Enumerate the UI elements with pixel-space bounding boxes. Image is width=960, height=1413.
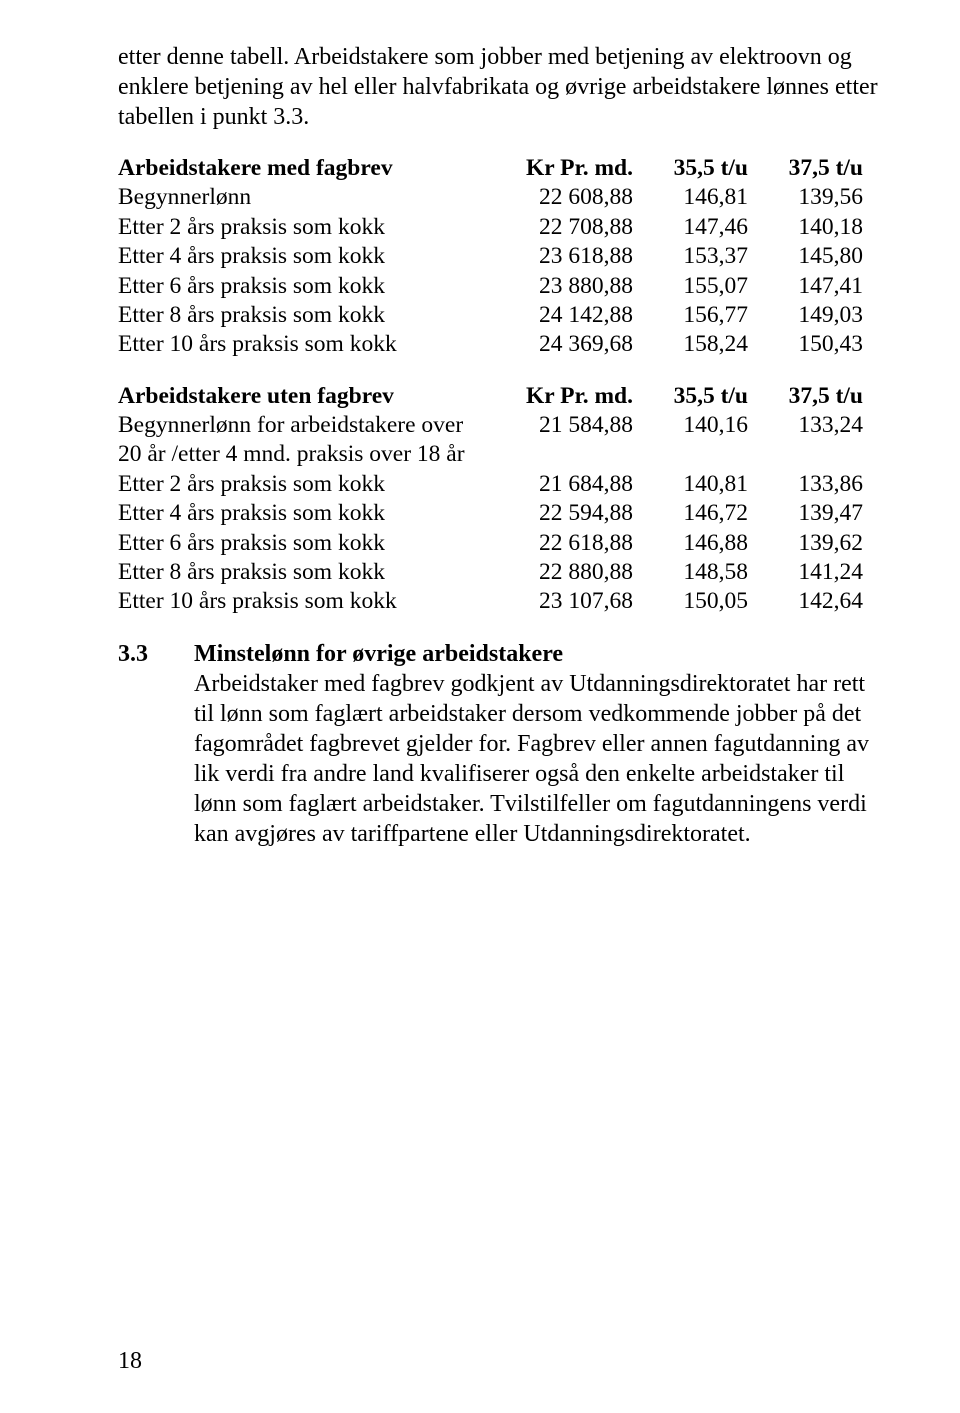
row-v2 xyxy=(633,440,748,469)
row-label: Etter 4 års praksis som kokk xyxy=(118,499,498,528)
header-label: Arbeidstakere med fagbrev xyxy=(118,154,498,183)
row-v3: 149,03 xyxy=(748,301,863,330)
row-v1: 23 107,68 xyxy=(498,587,633,616)
row-v2: 155,07 xyxy=(633,272,748,301)
row-v1: 22 880,88 xyxy=(498,558,633,587)
row-v3: 139,56 xyxy=(748,183,863,212)
page-number: 18 xyxy=(118,1348,142,1375)
table-row: Etter 8 års praksis som kokk 24 142,88 1… xyxy=(118,301,890,330)
intro-paragraph: etter denne tabell. Arbeidstakere som jo… xyxy=(118,42,890,132)
row-v1 xyxy=(498,440,633,469)
row-v3: 141,24 xyxy=(748,558,863,587)
table-row: 20 år /etter 4 mnd. praksis over 18 år xyxy=(118,440,890,469)
row-label: Etter 10 års praksis som kokk xyxy=(118,587,498,616)
row-label: Begynnerlønn xyxy=(118,183,498,212)
table-row: Etter 2 års praksis som kokk 22 708,88 1… xyxy=(118,213,890,242)
table-row: Begynnerlønn for arbeidstakere over 21 5… xyxy=(118,411,890,440)
table-row: Etter 6 års praksis som kokk 23 880,88 1… xyxy=(118,272,890,301)
section-3-3: 3.3 Minstelønn for øvrige arbeidstakere … xyxy=(118,639,890,849)
row-label: Etter 8 års praksis som kokk xyxy=(118,558,498,587)
row-v3: 139,62 xyxy=(748,529,863,558)
header-col1: Kr Pr. md. xyxy=(498,154,633,183)
row-v1: 22 618,88 xyxy=(498,529,633,558)
table-row: Begynnerlønn 22 608,88 146,81 139,56 xyxy=(118,183,890,212)
section-number: 3.3 xyxy=(118,639,194,669)
table-med-fagbrev: Arbeidstakere med fagbrev Kr Pr. md. 35,… xyxy=(118,154,890,360)
table-header-row: Arbeidstakere med fagbrev Kr Pr. md. 35,… xyxy=(118,154,890,183)
header-col2: 35,5 t/u xyxy=(633,154,748,183)
row-v3 xyxy=(748,440,863,469)
row-v2: 146,81 xyxy=(633,183,748,212)
row-v1: 21 684,88 xyxy=(498,470,633,499)
section-heading: 3.3 Minstelønn for øvrige arbeidstakere xyxy=(118,639,890,669)
table-row: Etter 10 års praksis som kokk 24 369,68 … xyxy=(118,330,890,359)
row-v2: 150,05 xyxy=(633,587,748,616)
row-v3: 147,41 xyxy=(748,272,863,301)
row-label: Begynnerlønn for arbeidstakere over xyxy=(118,411,498,440)
row-v2: 148,58 xyxy=(633,558,748,587)
row-v1: 21 584,88 xyxy=(498,411,633,440)
row-v1: 23 618,88 xyxy=(498,242,633,271)
section-body: Arbeidstaker med fagbrev godkjent av Utd… xyxy=(194,669,890,849)
header-label: Arbeidstakere uten fagbrev xyxy=(118,382,498,411)
row-v2: 156,77 xyxy=(633,301,748,330)
row-v2: 140,16 xyxy=(633,411,748,440)
row-v1: 22 708,88 xyxy=(498,213,633,242)
header-col1: Kr Pr. md. xyxy=(498,382,633,411)
row-label-cont: 20 år /etter 4 mnd. praksis over 18 år xyxy=(118,440,498,469)
section-title: Minstelønn for øvrige arbeidstakere xyxy=(194,639,563,669)
row-v1: 24 142,88 xyxy=(498,301,633,330)
row-v3: 133,86 xyxy=(748,470,863,499)
row-v2: 153,37 xyxy=(633,242,748,271)
row-v2: 140,81 xyxy=(633,470,748,499)
table-row: Etter 8 års praksis som kokk 22 880,88 1… xyxy=(118,558,890,587)
row-v1: 23 880,88 xyxy=(498,272,633,301)
table-row: Etter 2 års praksis som kokk 21 684,88 1… xyxy=(118,470,890,499)
row-v2: 147,46 xyxy=(633,213,748,242)
row-label: Etter 10 års praksis som kokk xyxy=(118,330,498,359)
row-v1: 24 369,68 xyxy=(498,330,633,359)
row-label: Etter 2 års praksis som kokk xyxy=(118,213,498,242)
document-page: etter denne tabell. Arbeidstakere som jo… xyxy=(0,0,960,1413)
row-v3: 142,64 xyxy=(748,587,863,616)
table-header-row: Arbeidstakere uten fagbrev Kr Pr. md. 35… xyxy=(118,382,890,411)
header-col2: 35,5 t/u xyxy=(633,382,748,411)
row-v3: 150,43 xyxy=(748,330,863,359)
row-label: Etter 6 års praksis som kokk xyxy=(118,272,498,301)
row-v1: 22 594,88 xyxy=(498,499,633,528)
row-label: Etter 6 års praksis som kokk xyxy=(118,529,498,558)
row-v3: 145,80 xyxy=(748,242,863,271)
row-label: Etter 4 års praksis som kokk xyxy=(118,242,498,271)
row-label: Etter 2 års praksis som kokk xyxy=(118,470,498,499)
row-v3: 133,24 xyxy=(748,411,863,440)
header-col3: 37,5 t/u xyxy=(748,154,863,183)
table-uten-fagbrev: Arbeidstakere uten fagbrev Kr Pr. md. 35… xyxy=(118,382,890,617)
row-label: Etter 8 års praksis som kokk xyxy=(118,301,498,330)
table-row: Etter 6 års praksis som kokk 22 618,88 1… xyxy=(118,529,890,558)
row-v3: 140,18 xyxy=(748,213,863,242)
table-row: Etter 4 års praksis som kokk 22 594,88 1… xyxy=(118,499,890,528)
row-v3: 139,47 xyxy=(748,499,863,528)
table-row: Etter 4 års praksis som kokk 23 618,88 1… xyxy=(118,242,890,271)
row-v2: 146,88 xyxy=(633,529,748,558)
row-v1: 22 608,88 xyxy=(498,183,633,212)
row-v2: 158,24 xyxy=(633,330,748,359)
table-row: Etter 10 års praksis som kokk 23 107,68 … xyxy=(118,587,890,616)
header-col3: 37,5 t/u xyxy=(748,382,863,411)
row-v2: 146,72 xyxy=(633,499,748,528)
